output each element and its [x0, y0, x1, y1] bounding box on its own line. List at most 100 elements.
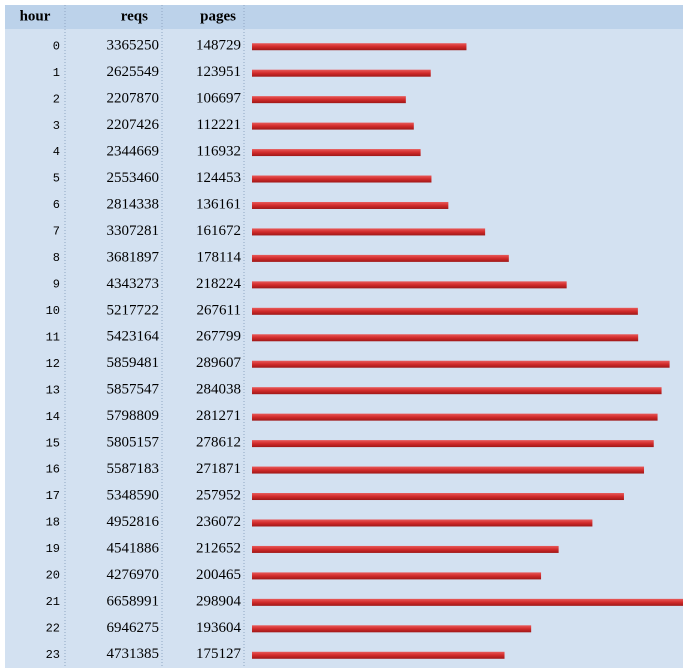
hour-cell: 12 [46, 357, 60, 371]
bar [252, 651, 505, 659]
hour-cell: 2 [53, 92, 60, 106]
reqs-cell: 5798809 [107, 408, 160, 424]
reqs-cell: 4276970 [107, 567, 160, 583]
reqs-cell: 2814338 [107, 196, 160, 212]
hour-cell: 9 [53, 278, 60, 292]
pages-cell: 178114 [197, 249, 242, 265]
hour-cell: 22 [46, 621, 60, 635]
bar [252, 387, 662, 395]
header-cell: hour [20, 8, 51, 24]
hour-cell: 1 [53, 66, 60, 80]
header-background [5, 5, 683, 29]
reqs-cell: 3307281 [107, 223, 160, 239]
pages-cell: 236072 [196, 514, 241, 530]
bar [252, 228, 486, 236]
hour-cell: 17 [46, 489, 60, 503]
pages-cell: 298904 [196, 593, 242, 609]
reqs-cell: 5859481 [107, 355, 160, 371]
reqs-cell: 5423164 [107, 329, 160, 345]
pages-cell: 278612 [196, 435, 241, 451]
reqs-cell: 5857547 [107, 382, 160, 398]
hour-cell: 18 [46, 516, 60, 530]
pages-cell: 123951 [196, 64, 241, 80]
hour-cell: 4 [53, 145, 60, 159]
reqs-cell: 2553460 [107, 170, 160, 186]
pages-cell: 267611 [197, 302, 241, 318]
bar [252, 69, 431, 77]
reqs-cell: 6658991 [107, 593, 160, 609]
pages-cell: 289607 [196, 355, 242, 371]
pages-cell: 136161 [196, 196, 241, 212]
hour-cell: 3 [53, 119, 60, 133]
header-cell: pages [200, 8, 236, 24]
reqs-cell: 2344669 [107, 144, 160, 160]
bar [252, 466, 645, 474]
bar [252, 413, 658, 421]
bar [252, 598, 683, 606]
bar [252, 122, 414, 130]
pages-cell: 284038 [196, 382, 241, 398]
pages-cell: 267799 [196, 329, 241, 345]
pages-cell: 148729 [196, 38, 241, 54]
bar [252, 254, 509, 262]
reqs-cell: 4343273 [107, 276, 160, 292]
reqs-cell: 5805157 [107, 435, 160, 451]
pages-cell: 161672 [196, 223, 241, 239]
hour-cell: 11 [46, 330, 60, 344]
bar [252, 201, 449, 209]
pages-cell: 271871 [196, 461, 241, 477]
pages-cell: 175127 [196, 646, 242, 662]
hour-cell: 23 [46, 648, 60, 662]
bar [252, 43, 467, 51]
bar [252, 519, 593, 527]
reqs-cell: 2625549 [107, 64, 160, 80]
reqs-cell: 6946275 [107, 620, 160, 636]
bar [252, 175, 432, 183]
reqs-cell: 4731385 [107, 646, 160, 662]
bar [252, 572, 542, 580]
bar [252, 149, 421, 157]
pages-cell: 116932 [197, 144, 241, 160]
header-cell: reqs [121, 8, 148, 24]
pages-cell: 112221 [197, 117, 241, 133]
bar [252, 334, 639, 342]
bar [252, 545, 559, 553]
pages-cell: 212652 [196, 540, 241, 556]
hour-cell: 13 [46, 383, 60, 397]
pages-cell: 124453 [196, 170, 241, 186]
hour-cell: 6 [53, 198, 60, 212]
bar [252, 281, 567, 289]
pages-cell: 218224 [196, 276, 242, 292]
hour-cell: 5 [53, 172, 60, 186]
hour-cell: 7 [53, 225, 60, 239]
hour-cell: 20 [46, 569, 60, 583]
pages-cell: 200465 [196, 567, 241, 583]
reqs-cell: 2207870 [107, 91, 160, 107]
bar [252, 96, 406, 104]
bar [252, 493, 624, 501]
pages-cell: 106697 [196, 91, 242, 107]
hour-cell: 19 [46, 542, 60, 556]
reqs-cell: 3365250 [107, 38, 160, 54]
reqs-cell: 4541886 [107, 540, 160, 556]
hour-cell: 16 [46, 463, 60, 477]
hour-cell: 0 [53, 39, 60, 53]
hour-cell: 14 [46, 410, 60, 424]
pages-cell: 281271 [196, 408, 241, 424]
pages-cell: 193604 [196, 620, 242, 636]
hour-cell: 15 [46, 436, 60, 450]
reqs-cell: 2207426 [107, 117, 160, 133]
pages-cell: 257952 [196, 487, 241, 503]
reqs-cell: 5587183 [107, 461, 160, 477]
hour-cell: 8 [53, 251, 60, 265]
bar [252, 307, 638, 315]
hour-cell: 10 [46, 304, 60, 318]
bar [252, 625, 532, 633]
hour-cell: 21 [46, 595, 60, 609]
bar [252, 440, 654, 448]
reqs-cell: 3681897 [107, 249, 160, 265]
reqs-cell: 5348590 [107, 487, 160, 503]
reqs-cell: 4952816 [107, 514, 160, 530]
bar [252, 360, 670, 368]
